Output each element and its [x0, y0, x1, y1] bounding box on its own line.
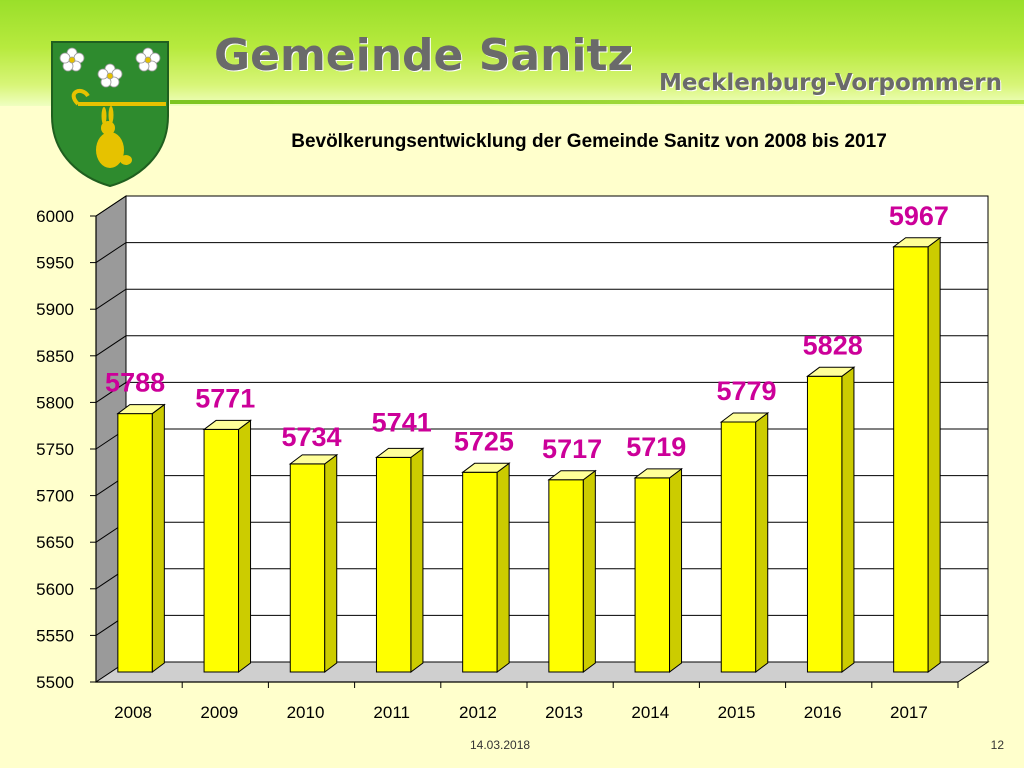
- site-title: Gemeinde Sanitz: [214, 30, 634, 81]
- bar-2009: [203, 428, 240, 673]
- gridline: [95, 288, 988, 310]
- bar-top-2008: [116, 404, 166, 415]
- value-label-2016: 5828: [803, 330, 863, 360]
- y-tick-label: 5550: [36, 626, 74, 645]
- bar-top-2011: [374, 447, 425, 458]
- chart-axes: [90, 215, 959, 688]
- y-tick-label: 5650: [36, 533, 74, 552]
- bar-side-2009: [238, 419, 252, 673]
- region-name: Mecklenburg-Vorpommern: [659, 70, 1002, 96]
- value-label-2010: 5734: [281, 422, 341, 452]
- bar-top-2015: [719, 412, 770, 423]
- x-tick-label: 2009: [200, 703, 238, 722]
- bar-2013: [548, 479, 584, 673]
- bar-2016: [806, 375, 843, 673]
- value-label-2014: 5719: [626, 432, 686, 462]
- x-tick-label: 2014: [631, 703, 669, 722]
- chart-title: Bevölkerungsentwicklung der Gemeinde San…: [291, 131, 887, 152]
- bar-2011: [375, 456, 412, 673]
- chart-x-tick-labels: 2008 2009 2010 2011 2012 2013 2014 2015 2016 2017: [114, 703, 928, 722]
- coat-of-arms-icon: [51, 41, 169, 188]
- bar-2017: [893, 246, 929, 673]
- x-tick-label: 2015: [718, 703, 756, 722]
- chart-y-tick-labels: 5500 5550 5600 5650 5700 5750 5800 5850 5900 5950…: [36, 207, 74, 692]
- x-tick-label: 2012: [459, 703, 497, 722]
- bar-top-2010: [288, 454, 339, 465]
- y-tick-label: 5750: [36, 440, 74, 459]
- value-label-2015: 5779: [716, 376, 776, 406]
- bar-top-2014: [633, 468, 684, 479]
- y-tick-label: 5700: [36, 487, 74, 506]
- header-band: [0, 0, 1024, 106]
- bar-side-2013: [582, 469, 596, 673]
- bar-top-2013: [547, 470, 597, 481]
- chart-bars: [116, 236, 942, 673]
- x-tick-label: 2011: [373, 703, 410, 722]
- gridline: [95, 242, 988, 264]
- bar-side-2014: [669, 467, 683, 673]
- bar-top-2016: [805, 366, 856, 377]
- bar-2014: [634, 477, 671, 673]
- y-tick-label: 5800: [36, 393, 74, 412]
- bar-2012: [462, 471, 498, 673]
- x-tick-label: 2008: [114, 703, 152, 722]
- bar-2008: [117, 413, 153, 673]
- bar-2010: [289, 463, 326, 673]
- bar-side-2012: [496, 462, 510, 673]
- gridline: [95, 335, 988, 357]
- bar-side-2010: [324, 453, 338, 673]
- x-tick-label: 2017: [890, 703, 928, 722]
- value-label-2009: 5771: [195, 383, 255, 413]
- bar-side-2011: [410, 447, 424, 673]
- chart-value-labels: 5788 5771 5734 5741 5725 5717 5719 5779 5828 5967: [105, 201, 949, 464]
- bar-top-2017: [892, 237, 942, 248]
- x-tick-label: 2010: [287, 703, 325, 722]
- gridline: [95, 381, 988, 403]
- value-label-2008: 5788: [105, 368, 165, 398]
- y-tick-label: 6000: [36, 207, 74, 226]
- value-label-2017: 5967: [889, 201, 949, 231]
- header-divider: [170, 100, 1024, 104]
- y-tick-label: 5950: [36, 254, 74, 273]
- x-tick-label: 2013: [545, 703, 583, 722]
- page-number: 12: [990, 738, 1004, 752]
- bar-side-2016: [841, 366, 855, 673]
- y-tick-label: 5850: [36, 347, 74, 366]
- bar-side-2008: [151, 403, 165, 673]
- bar-top-2012: [461, 462, 511, 473]
- value-label-2012: 5725: [454, 426, 514, 456]
- footer-date: 14.03.2018: [470, 738, 531, 752]
- value-label-2011: 5741: [372, 407, 432, 437]
- gridline: [95, 195, 988, 217]
- x-tick-label: 2016: [804, 703, 842, 722]
- bar-side-2017: [927, 236, 941, 673]
- y-tick-label: 5500: [36, 673, 74, 692]
- bar-side-2015: [755, 411, 769, 673]
- bar-top-2009: [202, 419, 253, 430]
- value-label-2013: 5717: [542, 434, 602, 464]
- y-tick-label: 5600: [36, 580, 74, 599]
- y-tick-label: 5900: [36, 300, 74, 319]
- bar-2015: [720, 421, 757, 673]
